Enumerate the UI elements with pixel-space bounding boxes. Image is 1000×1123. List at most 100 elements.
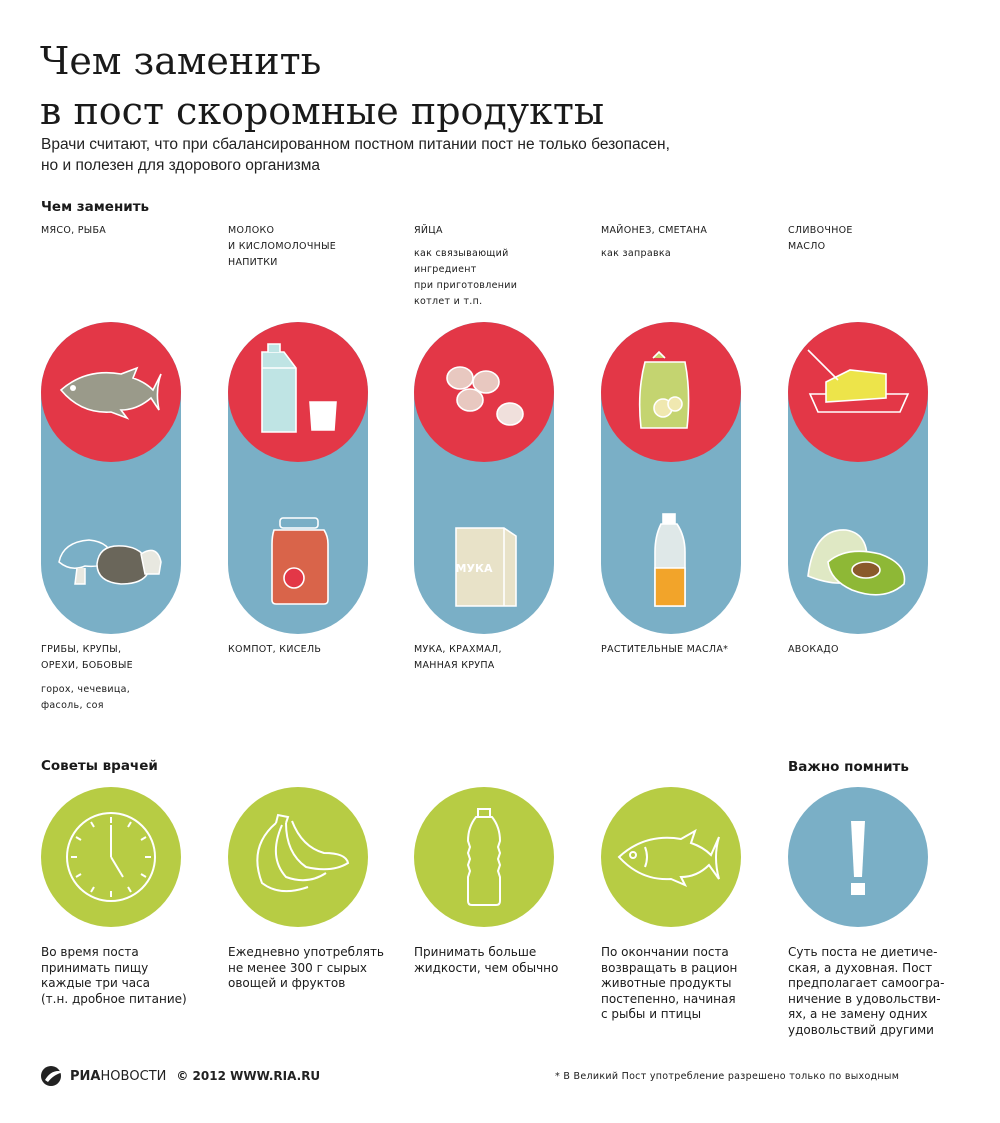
- logo-ria: РИА: [70, 1068, 101, 1084]
- substitute-label-compote: КОМПОТ, КИСЕЛЬ: [228, 642, 321, 658]
- product-label-milk: МОЛОКО И КИСЛОМОЛОЧНЫЕ НАПИТКИ: [228, 223, 336, 271]
- tip-line: удовольствий другими: [788, 1022, 934, 1037]
- tip-line: предполагает самоогра-: [788, 976, 945, 990]
- oil-bottle-icon: [654, 513, 686, 607]
- tip-line: возвращать в рацион: [601, 960, 738, 975]
- substitute-note-line: фасоль, соя: [41, 700, 104, 711]
- substitute-label-line: КОМПОТ, КИСЕЛЬ: [228, 644, 322, 655]
- tip-circle-clock: [41, 787, 181, 927]
- product-label-butter: СЛИВОЧНОЕ МАСЛО: [788, 223, 853, 255]
- tip-line: Принимать больше: [414, 945, 537, 959]
- avocado-icon: [807, 529, 906, 596]
- water-bottle-icon: [466, 808, 502, 906]
- ria-logo: РИА НОВОСТИ © 2012 WWW.RIA.RU: [40, 1066, 320, 1086]
- pill-illustration: [261, 343, 337, 605]
- flour-bag-icon: [455, 527, 517, 607]
- compote-jar-icon: [271, 517, 329, 605]
- page-title: Чем заменить в пост скоромные продукты: [40, 36, 840, 136]
- pill-illustration: [638, 350, 690, 607]
- product-label-mayonnaise: МАЙОНЕЗ, СМЕТАНА: [601, 223, 707, 239]
- tip-line: не менее 300 г сырых: [228, 960, 368, 975]
- fish-icon: [59, 366, 162, 420]
- tip-text-vegetables: Ежедневно употреблять не менее 300 г сыр…: [228, 945, 403, 992]
- mushrooms-icon: [58, 539, 162, 585]
- substitute-note-line: горох, чечевица,: [41, 684, 131, 695]
- exclamation-icon: [851, 821, 865, 895]
- tip-line: Во время поста: [41, 945, 139, 959]
- substitute-label-avocado: АВОКАДО: [788, 642, 839, 658]
- tip-line: животные продукты: [601, 976, 732, 990]
- pill-illustration: [58, 366, 162, 585]
- clock-icon: [66, 812, 156, 902]
- ria-logo-icon: [41, 1066, 64, 1086]
- substitute-label-mushrooms: ГРИБЫ, КРУПЫ, ОРЕХИ, БОБОВЫЕ: [41, 642, 133, 674]
- bananas-icon: [256, 813, 350, 893]
- tip-text-liquid: Принимать больше жидкости, чем обычно: [414, 945, 589, 976]
- pill-mayonnaise: [601, 322, 741, 634]
- substitute-label-line: РАСТИТЕЛЬНЫЕ МАСЛА*: [601, 644, 729, 655]
- subtitle-line-2: но и полезен для здорового организма: [41, 157, 321, 174]
- product-label-line: МОЛОКО: [228, 225, 275, 236]
- pill-eggs: МУКА: [414, 322, 554, 634]
- tip-circle-bananas: [228, 787, 368, 927]
- product-note-mayonnaise: как заправка: [601, 246, 671, 262]
- tip-line: принимать пищу: [41, 960, 149, 975]
- pill-meat-fish: [41, 322, 181, 634]
- pill-red-circle: [228, 322, 368, 462]
- product-note-eggs: как связывающий ингредиент при приготовл…: [414, 246, 517, 310]
- title-line-2: в пост скоромные продукты: [40, 89, 605, 133]
- tip-line: По окончании поста: [601, 945, 729, 959]
- pill-butter: [788, 322, 928, 634]
- product-label-line: МАСЛО: [788, 241, 826, 252]
- substitute-label-line: МАННАЯ КРУПА: [414, 660, 495, 671]
- butter-dish-icon: [807, 349, 910, 413]
- substitute-label-line: АВОКАДО: [788, 644, 839, 655]
- tip-circle-water: [414, 787, 554, 927]
- product-note-line: котлет и т.п.: [414, 296, 483, 307]
- eggs-icon: [446, 366, 524, 426]
- tip-line: ничение в удовольстви-: [788, 991, 941, 1006]
- mayonnaise-pack-icon: [638, 350, 690, 429]
- tips-section-heading: Советы врачей: [41, 758, 158, 774]
- tip-text-meal-frequency: Во время поста принимать пищу каждые три…: [41, 945, 216, 1007]
- substitute-label-line: ГРИБЫ, КРУПЫ,: [41, 644, 122, 655]
- title-line-1: Чем заменить: [40, 39, 322, 83]
- footnote: * В Великий Пост употребление разрешено …: [555, 1071, 900, 1082]
- product-note-line: ингредиент: [414, 264, 477, 275]
- substitute-label-oil: РАСТИТЕЛЬНЫЕ МАСЛА*: [601, 642, 728, 658]
- product-label-meat-fish: МЯСО, РЫБА: [41, 223, 106, 239]
- product-label-eggs: ЯЙЦА: [414, 223, 443, 239]
- substitute-note-mushrooms: горох, чечевица, фасоль, соя: [41, 682, 130, 714]
- tip-line: каждые три часа: [41, 976, 150, 990]
- pill-illustration: МУКА: [446, 366, 524, 607]
- product-note-line: как связывающий: [414, 248, 509, 259]
- tip-line: с рыбы и птицы: [601, 1007, 702, 1021]
- tip-line: Ежедневно употреблять: [228, 945, 385, 959]
- flour-bag-label: МУКА: [456, 562, 493, 575]
- product-label-line: СЛИВОЧНОЕ: [788, 225, 853, 236]
- substitute-label-line: МУКА, КРАХМАЛ,: [414, 644, 502, 655]
- product-note-line: как заправка: [601, 248, 672, 259]
- substitute-label-flour: МУКА, КРАХМАЛ, МАННАЯ КРУПА: [414, 642, 502, 674]
- tip-line: (т.н. дробное питание): [41, 991, 187, 1006]
- logo-novosti: НОВОСТИ: [100, 1068, 167, 1084]
- fish-icon: [617, 828, 720, 887]
- copyright: © 2012 WWW.RIA.RU: [176, 1069, 321, 1083]
- subtitle-line-1: Врачи считают, что при сбалансированном …: [41, 136, 670, 153]
- substitute-label-line: ОРЕХИ, БОБОВЫЕ: [41, 660, 133, 671]
- tip-line: овощей и фруктов: [228, 976, 346, 990]
- tip-circle-exclamation: [788, 787, 928, 927]
- reminder-heading: Важно помнить: [788, 759, 909, 775]
- tip-line: постепенно, начиная: [601, 991, 736, 1006]
- product-label-line: НАПИТКИ: [228, 257, 278, 268]
- product-note-line: при приготовлении: [414, 280, 518, 291]
- tip-circle-fish: [601, 787, 741, 927]
- pill-illustration: [807, 349, 910, 596]
- tip-text-essence: Суть поста не диетиче- ская, а духовная.…: [788, 945, 963, 1038]
- tip-line: ях, а не замену одних: [788, 1007, 928, 1021]
- tip-line: Суть поста не диетиче-: [788, 945, 938, 959]
- page-subtitle: Врачи считают, что при сбалансированном …: [41, 134, 741, 176]
- tip-line: ская, а духовная. Пост: [788, 960, 933, 975]
- product-label-line: ЯЙЦА: [414, 225, 443, 236]
- tip-line: жидкости, чем обычно: [414, 960, 559, 975]
